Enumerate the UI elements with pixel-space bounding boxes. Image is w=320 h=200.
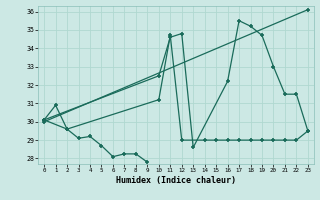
X-axis label: Humidex (Indice chaleur): Humidex (Indice chaleur) [116,176,236,185]
